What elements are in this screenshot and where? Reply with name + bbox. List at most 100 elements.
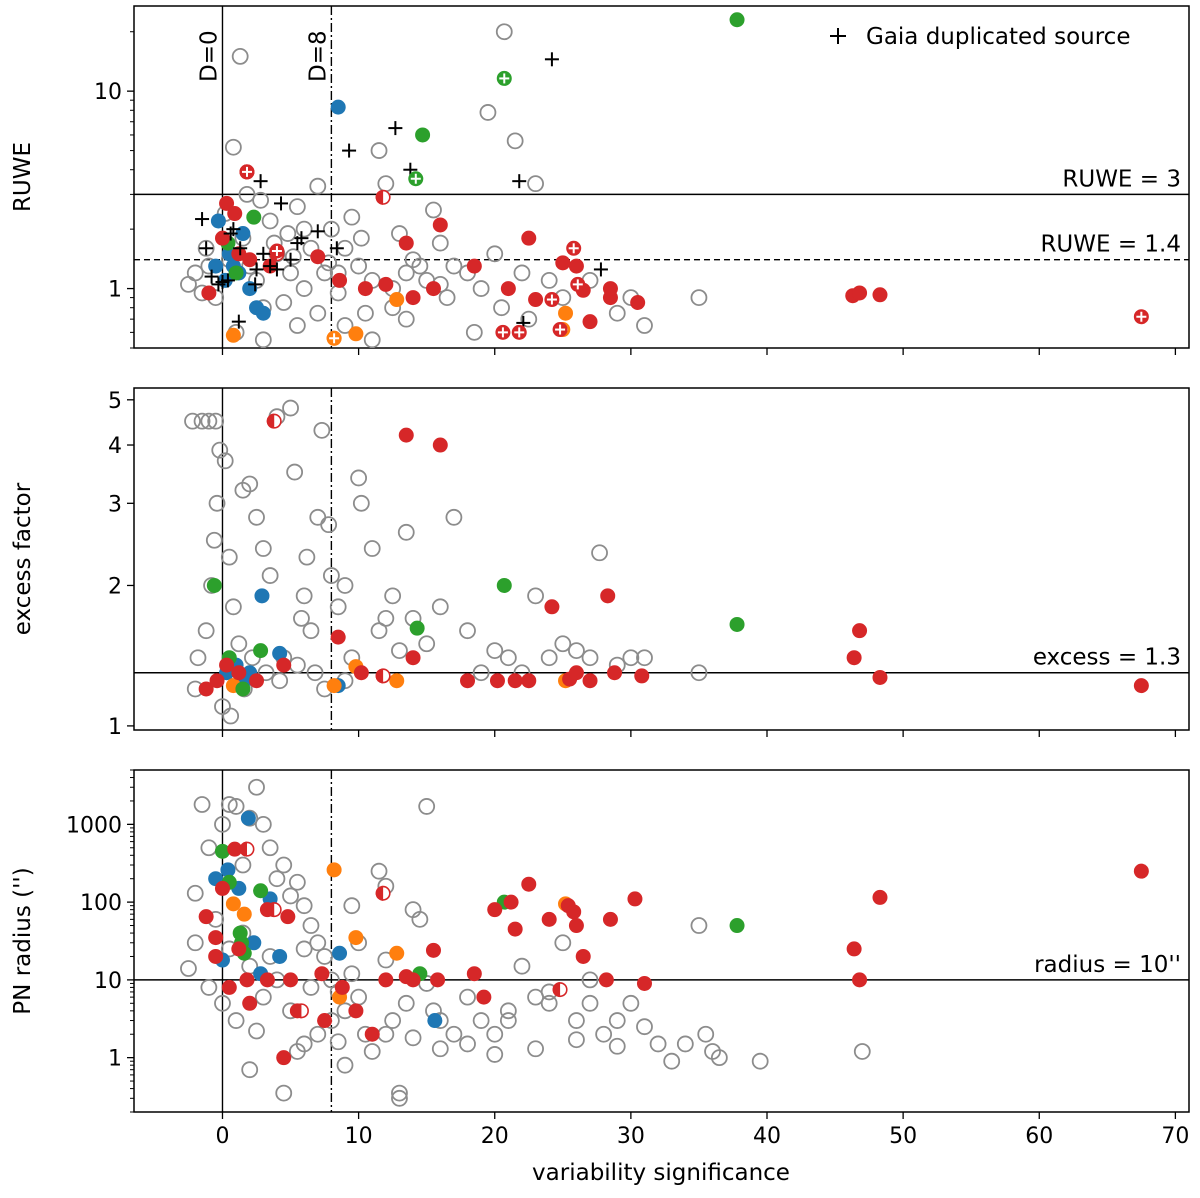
point-red — [636, 975, 652, 991]
point-grey — [254, 988, 272, 1006]
point-duplicate — [512, 174, 527, 189]
point-grey — [288, 317, 306, 334]
point-grey — [216, 452, 234, 470]
point-orange — [236, 906, 252, 922]
point-red — [568, 258, 584, 274]
point-grey — [391, 642, 408, 660]
point-red — [283, 972, 299, 988]
point-red — [227, 206, 243, 222]
point-red — [405, 290, 421, 306]
point-red — [219, 657, 235, 673]
y-tick-label: 5 — [108, 389, 122, 414]
point-orange — [389, 945, 405, 961]
point-grey — [697, 1025, 715, 1043]
point-grey — [486, 1046, 504, 1063]
point-red — [541, 911, 557, 927]
y-tick-label: 10 — [94, 969, 122, 994]
point-grey — [710, 1049, 728, 1067]
point-grey — [459, 1035, 476, 1053]
point-grey — [411, 910, 429, 928]
point-blue — [240, 810, 256, 826]
point-duplicate-orange — [326, 330, 342, 346]
point-grey — [254, 815, 272, 833]
point-grey — [230, 635, 248, 653]
point-red — [209, 673, 225, 689]
point-red — [575, 948, 591, 964]
point-grey — [397, 523, 415, 541]
point-grey — [608, 304, 626, 322]
point-grey — [293, 609, 310, 627]
x-tick-label: 0 — [215, 1124, 229, 1149]
point-grey — [302, 917, 320, 934]
point-duplicate — [294, 231, 309, 246]
point-grey — [184, 412, 201, 430]
point-grey — [377, 175, 395, 193]
point-grey — [690, 289, 708, 307]
point-grey — [506, 132, 524, 150]
point-grey — [336, 317, 354, 334]
hline-label-ruwe-1: RUWE = 1.4 — [1040, 232, 1181, 258]
point-grey — [370, 142, 388, 159]
point-grey — [352, 229, 370, 247]
panel-excess: 1 2 3 4 5 excess = 1.3 excess factor — [10, 387, 1190, 740]
point-grey — [751, 1052, 769, 1070]
point-duplicate-red — [552, 322, 568, 338]
point-red — [208, 930, 224, 946]
point-grey — [227, 1012, 245, 1029]
point-grey — [214, 815, 231, 833]
x-tick-label: 40 — [753, 1124, 781, 1149]
point-red — [357, 281, 373, 297]
x-tick-label: 70 — [1161, 1124, 1189, 1149]
panel-radius-frame — [133, 769, 1190, 1113]
hline-label-excess-0: excess = 1.3 — [1033, 645, 1181, 671]
point-grey — [595, 1025, 613, 1043]
point-red — [521, 876, 537, 892]
point-green — [235, 681, 251, 697]
point-grey — [248, 1022, 265, 1040]
point-red — [602, 281, 618, 297]
point-grey — [180, 960, 197, 977]
point-grey — [288, 198, 306, 216]
point-red — [872, 287, 888, 303]
point-grey — [520, 310, 538, 328]
point-red — [276, 657, 292, 673]
point-red — [466, 258, 482, 274]
point-red — [852, 623, 868, 639]
point-grey — [431, 598, 449, 616]
point-grey — [186, 934, 204, 952]
point-duplicate — [269, 262, 284, 277]
point-grey — [282, 399, 299, 417]
x-tick-label: 10 — [345, 1124, 373, 1149]
point-grey — [180, 275, 197, 293]
point-grey — [568, 1031, 585, 1049]
point-duplicate — [388, 121, 403, 136]
point-orange — [558, 305, 574, 321]
point-grey — [200, 839, 218, 857]
point-green — [206, 577, 222, 593]
point-red — [239, 972, 255, 988]
point-grey — [527, 587, 544, 605]
point-red — [198, 909, 214, 925]
point-grey — [208, 494, 226, 512]
point-red — [398, 235, 414, 251]
point-red-half — [293, 1003, 309, 1019]
point-grey — [404, 1029, 422, 1047]
point-grey — [343, 208, 361, 226]
point-grey — [309, 934, 327, 952]
point-grey — [554, 934, 572, 952]
point-red — [227, 841, 243, 857]
point-grey — [343, 897, 361, 915]
point-grey — [275, 856, 293, 874]
point-grey — [377, 1025, 395, 1043]
point-grey — [459, 988, 476, 1006]
point-red — [430, 972, 446, 988]
point-grey — [418, 798, 436, 815]
point-grey — [459, 622, 476, 640]
point-grey — [295, 280, 313, 297]
point-red — [598, 972, 614, 988]
legend-marker-duplicate — [830, 28, 846, 44]
point-red — [242, 252, 258, 268]
point-red-half — [266, 902, 282, 918]
point-red — [872, 889, 888, 905]
point-grey — [608, 1012, 626, 1029]
